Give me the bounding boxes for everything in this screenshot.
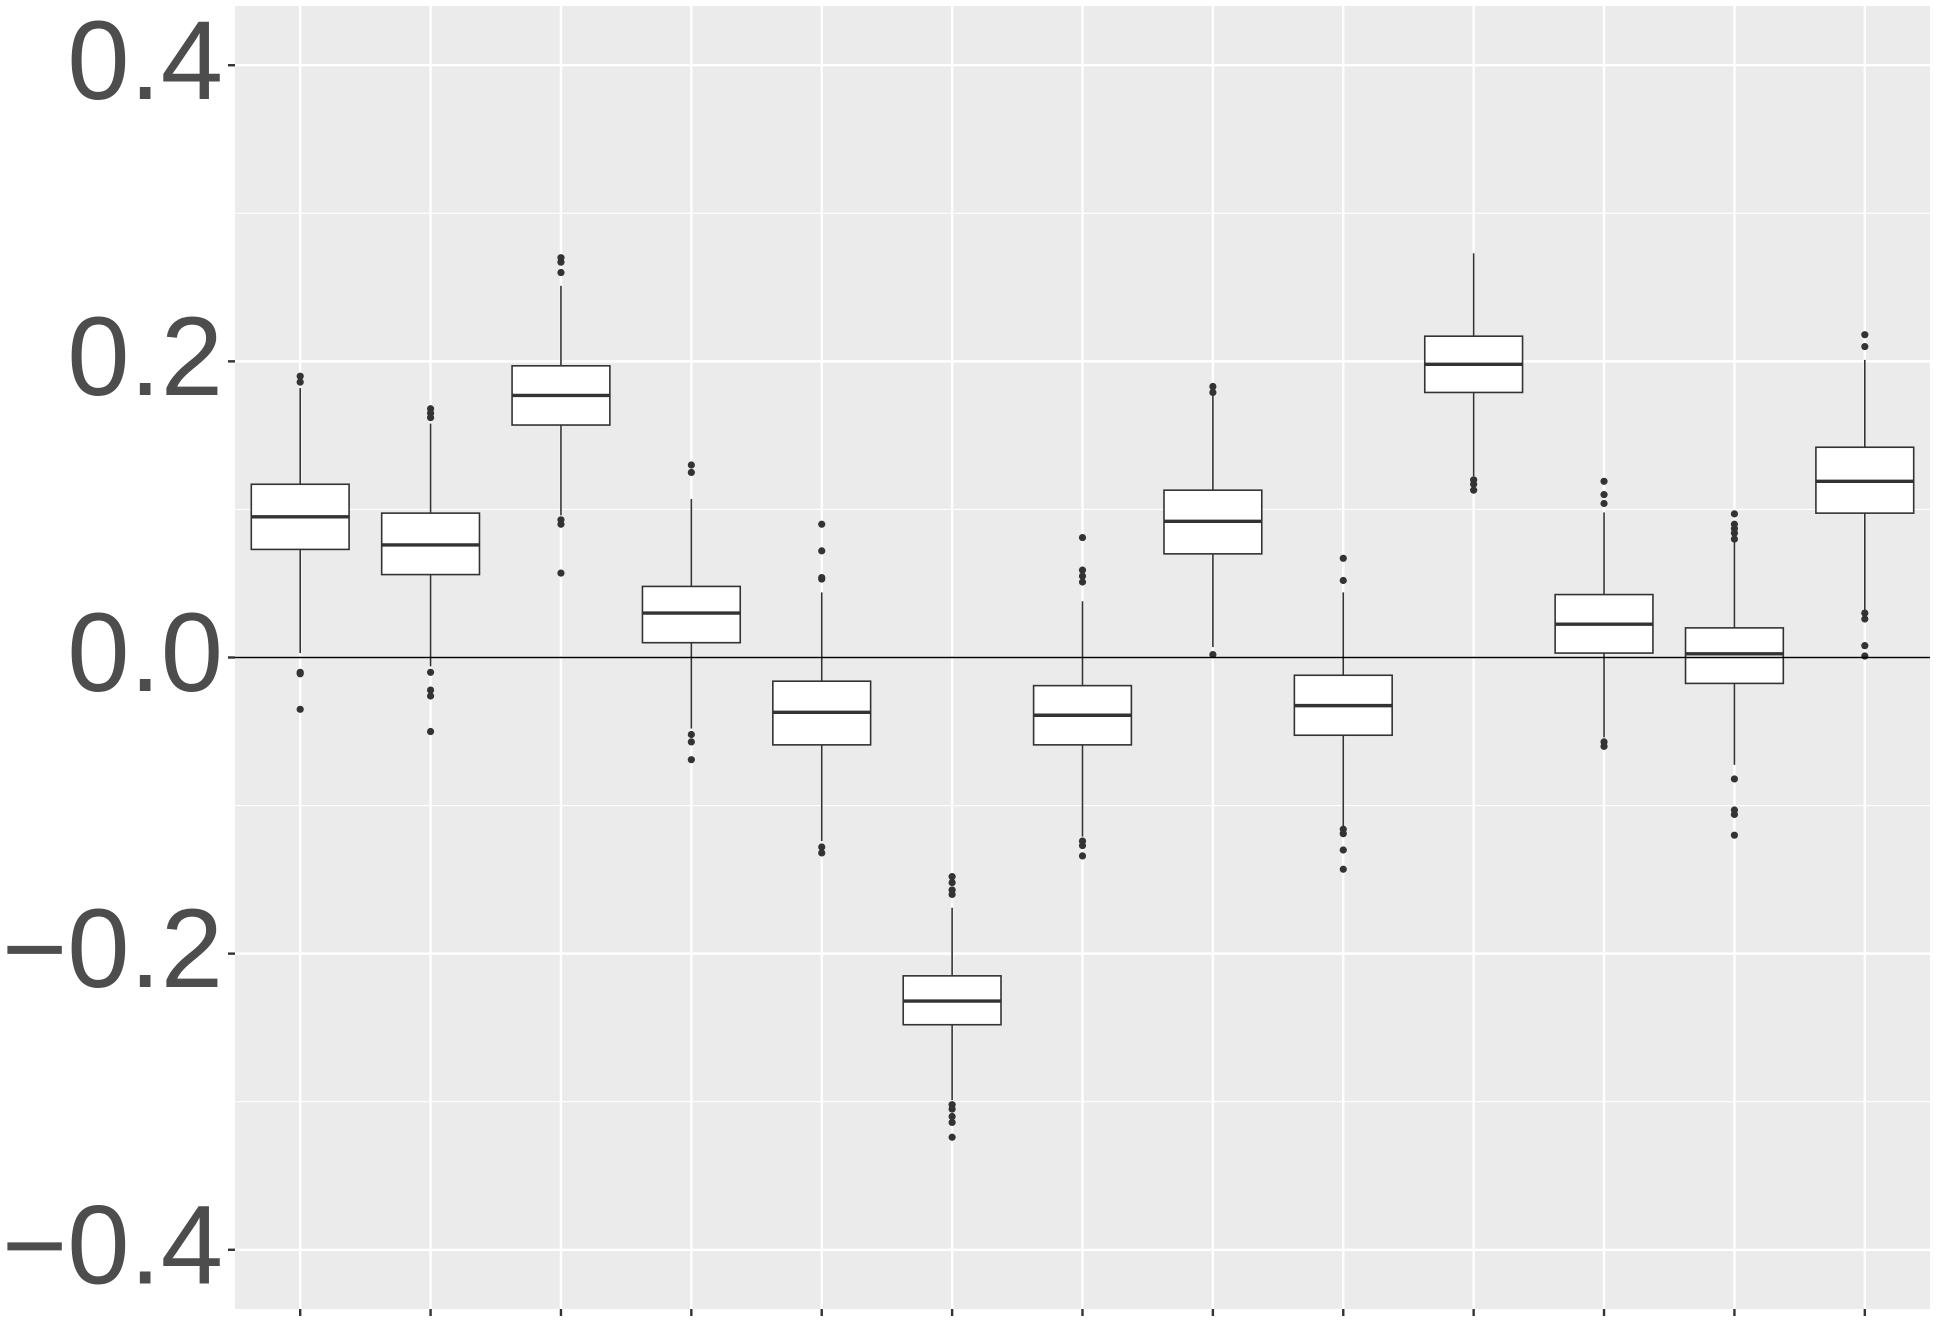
outlier	[1861, 342, 1869, 351]
outlier	[1078, 572, 1087, 580]
outlier	[948, 1133, 956, 1141]
outlier	[1339, 830, 1347, 838]
outlier	[1600, 477, 1608, 485]
y-tick-label: 0.0	[67, 590, 223, 715]
outlier	[948, 1105, 956, 1113]
outlier	[687, 738, 695, 746]
outlier	[1209, 388, 1217, 397]
outlier	[1861, 652, 1869, 660]
outlier	[1339, 576, 1347, 585]
outlier	[687, 468, 695, 477]
outlier	[1078, 578, 1087, 586]
outlier	[818, 547, 826, 555]
outlier	[557, 258, 565, 266]
outlier	[1600, 491, 1608, 499]
outlier	[1078, 566, 1087, 574]
outlier	[1078, 533, 1087, 542]
outlier	[1861, 615, 1869, 623]
outlier	[1078, 852, 1087, 860]
outlier	[948, 1112, 956, 1121]
outlier	[1730, 510, 1739, 518]
outlier	[818, 843, 826, 851]
outlier	[1730, 535, 1739, 543]
outlier	[1861, 642, 1869, 650]
box	[1684, 627, 1785, 685]
outlier	[818, 849, 826, 857]
y-tick-label: 0.2	[67, 294, 223, 419]
outlier	[948, 878, 956, 887]
outlier	[1339, 865, 1347, 873]
y-tick-label: −0.4	[2, 1182, 223, 1307]
y-tick-label: 0.4	[67, 0, 223, 123]
outlier	[687, 756, 695, 764]
outlier	[1078, 841, 1087, 850]
outlier	[687, 461, 695, 469]
outlier	[296, 705, 304, 713]
outlier	[1470, 480, 1478, 488]
outlier	[1209, 382, 1217, 391]
outlier	[948, 873, 956, 881]
outlier	[426, 727, 435, 736]
outlier	[948, 890, 956, 899]
outlier	[1600, 742, 1608, 750]
outlier	[426, 414, 435, 422]
outlier	[296, 372, 304, 380]
outlier	[1339, 846, 1347, 854]
outlier	[296, 670, 304, 678]
y-tick-label: −0.2	[2, 886, 223, 1011]
outlier	[557, 569, 565, 577]
outlier	[687, 730, 695, 739]
outlier	[1861, 609, 1869, 617]
outlier	[1730, 529, 1739, 537]
outlier	[818, 575, 826, 583]
outlier	[1861, 331, 1869, 339]
outlier	[1730, 810, 1739, 819]
outlier	[426, 692, 435, 700]
outlier	[1209, 650, 1217, 659]
outlier	[1600, 499, 1608, 508]
outlier	[1730, 831, 1739, 839]
outlier	[948, 1118, 956, 1127]
outlier	[296, 378, 304, 386]
outlier	[426, 686, 435, 694]
outlier	[426, 668, 435, 676]
outlier	[1730, 775, 1739, 783]
outlier	[557, 268, 565, 277]
outlier	[818, 520, 826, 528]
outlier	[1470, 486, 1478, 494]
outlier	[1339, 554, 1347, 562]
outlier	[557, 520, 565, 528]
